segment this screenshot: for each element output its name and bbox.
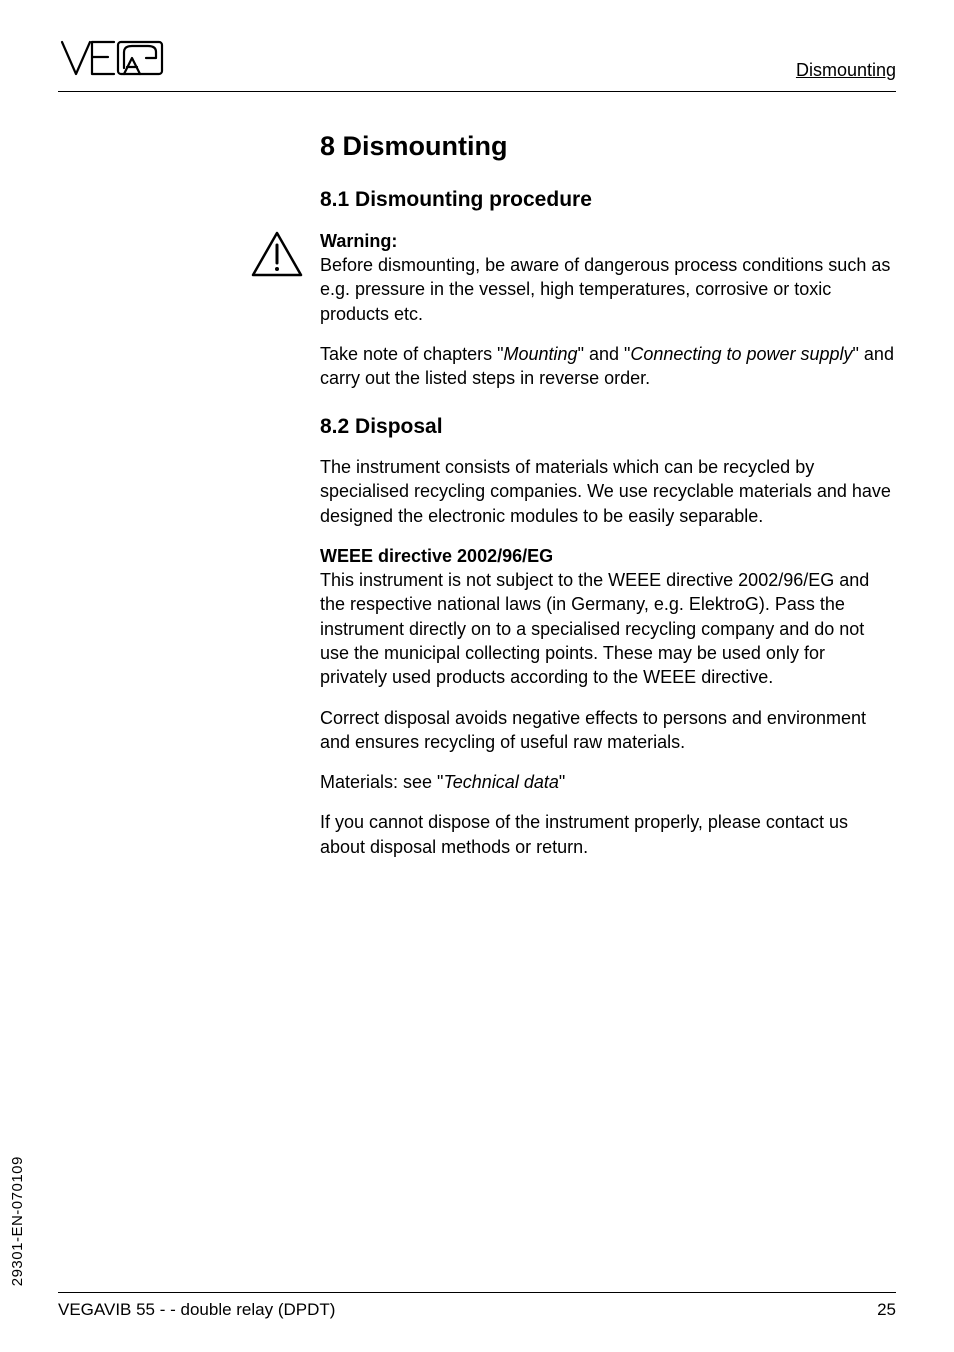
section-8-2-title: 8.2 Disposal [320,413,896,441]
main-content: 8 Dismounting 8.1 Dismounting procedure … [320,128,896,875]
warning-block: Warning: Before dismounting, be aware of… [320,229,896,326]
text: Materials: see " [320,772,443,792]
chapter-title: 8 Dismounting [320,128,896,164]
vega-logo [58,38,168,90]
footer-left: VEGAVIB 55 - - double relay (DPDT) [58,1299,335,1322]
weee-body: This instrument is not subject to the WE… [320,570,869,687]
warning-body: Before dismounting, be aware of dangerou… [320,255,890,324]
warning-label: Warning: [320,231,397,251]
s2-paragraph-2: Correct disposal avoids negative effects… [320,706,896,755]
weee-block: WEEE directive 2002/96/EG This instrumen… [320,544,896,690]
text: Take note of chapters " [320,344,504,364]
italic-text: Connecting to power supply [630,344,852,364]
s2-paragraph-1: The instrument consists of materials whi… [320,455,896,528]
weee-label: WEEE directive 2002/96/EG [320,546,553,566]
text: " [559,772,565,792]
text: " and " [578,344,631,364]
s2-paragraph-3: Materials: see "Technical data" [320,770,896,794]
section-8-1-title: 8.1 Dismounting procedure [320,186,896,214]
warning-triangle-icon [250,230,304,284]
page-header: Dismounting [58,42,896,92]
footer-page-number: 25 [877,1299,896,1322]
page-footer: VEGAVIB 55 - - double relay (DPDT) 25 [58,1292,896,1322]
s1-paragraph: Take note of chapters "Mounting" and "Co… [320,342,896,391]
italic-text: Mounting [504,344,578,364]
header-section-label: Dismounting [796,58,896,82]
italic-text: Technical data [443,772,558,792]
vertical-doc-id: 29301-EN-070109 [8,1156,28,1286]
s2-paragraph-4: If you cannot dispose of the instrument … [320,810,896,859]
